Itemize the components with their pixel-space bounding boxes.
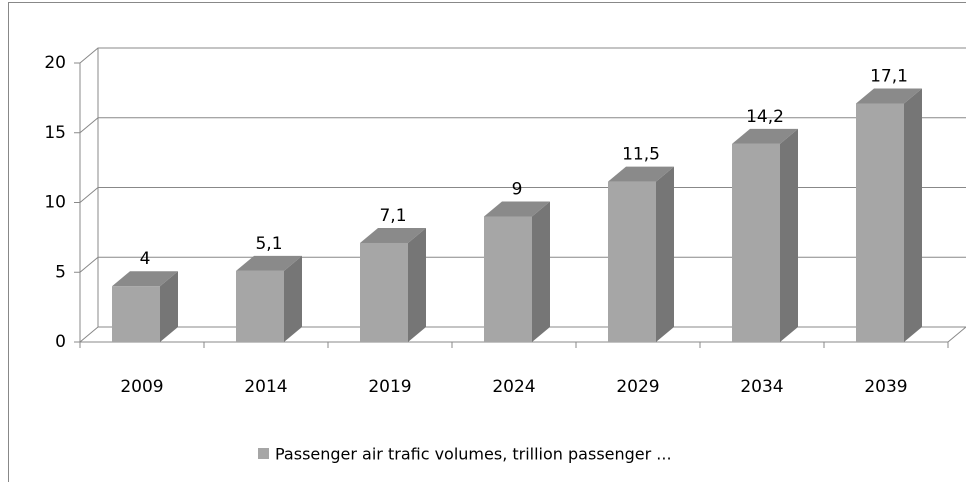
- grid-line: [79, 256, 966, 273]
- grid-line: [79, 47, 966, 64]
- x-tick-label: 2024: [492, 377, 535, 397]
- value-label: 7,1: [379, 206, 406, 226]
- value-label: 17,1: [870, 66, 908, 86]
- value-label: 14,2: [746, 107, 784, 127]
- x-tick-label: 2034: [740, 377, 783, 397]
- bar-side: [780, 128, 798, 342]
- bar: [236, 270, 284, 342]
- x-tick-label: 2029: [616, 377, 659, 397]
- legend-label: Passenger air trafic volumes, trillion p…: [275, 445, 672, 464]
- y-tick-label: 20: [44, 53, 66, 73]
- y-tick-label: 15: [44, 123, 66, 143]
- bar-top: [608, 166, 674, 182]
- y-tick-label: 10: [44, 193, 66, 213]
- legend: Passenger air trafic volumes, trillion p…: [258, 445, 672, 464]
- bar: [112, 286, 160, 342]
- bar-group: [360, 227, 426, 342]
- bar-top: [732, 128, 798, 144]
- bar-side: [532, 201, 550, 342]
- grid-line: [79, 187, 966, 203]
- x-tick-label: 2019: [368, 377, 411, 397]
- grid-line: [79, 117, 966, 134]
- value-label: 4: [140, 249, 151, 269]
- x-tick-label: 2039: [864, 377, 907, 397]
- value-label: 9: [512, 179, 523, 199]
- bar-top: [112, 271, 178, 287]
- y-tick-label: 5: [55, 262, 66, 282]
- bar-side: [656, 166, 674, 342]
- bar-group: [732, 128, 798, 342]
- grid-line: [79, 326, 966, 343]
- floor-right: [947, 326, 966, 343]
- bar-side: [160, 271, 178, 342]
- value-label: 5,1: [255, 234, 282, 254]
- y-tick-label: 0: [55, 332, 66, 352]
- bar-side: [284, 255, 302, 342]
- bar-group: [608, 166, 674, 342]
- bar: [732, 143, 780, 342]
- value-label: 11,5: [622, 145, 660, 165]
- bar-group: [856, 88, 922, 342]
- bar-top: [856, 88, 922, 104]
- bar-top: [236, 255, 302, 271]
- x-tick-label: 2014: [244, 377, 287, 397]
- x-tick-label: 2009: [120, 377, 163, 397]
- bar: [360, 242, 408, 342]
- bar-side: [408, 227, 426, 342]
- bar-top: [484, 201, 550, 217]
- bar-group: [112, 271, 178, 342]
- bar: [484, 216, 532, 342]
- bar: [856, 103, 904, 342]
- bar-side: [904, 88, 922, 342]
- legend-swatch: [258, 448, 269, 459]
- bar-top: [360, 227, 426, 243]
- bar-group: [236, 255, 302, 342]
- bar: [608, 181, 656, 342]
- bar-group: [484, 201, 550, 342]
